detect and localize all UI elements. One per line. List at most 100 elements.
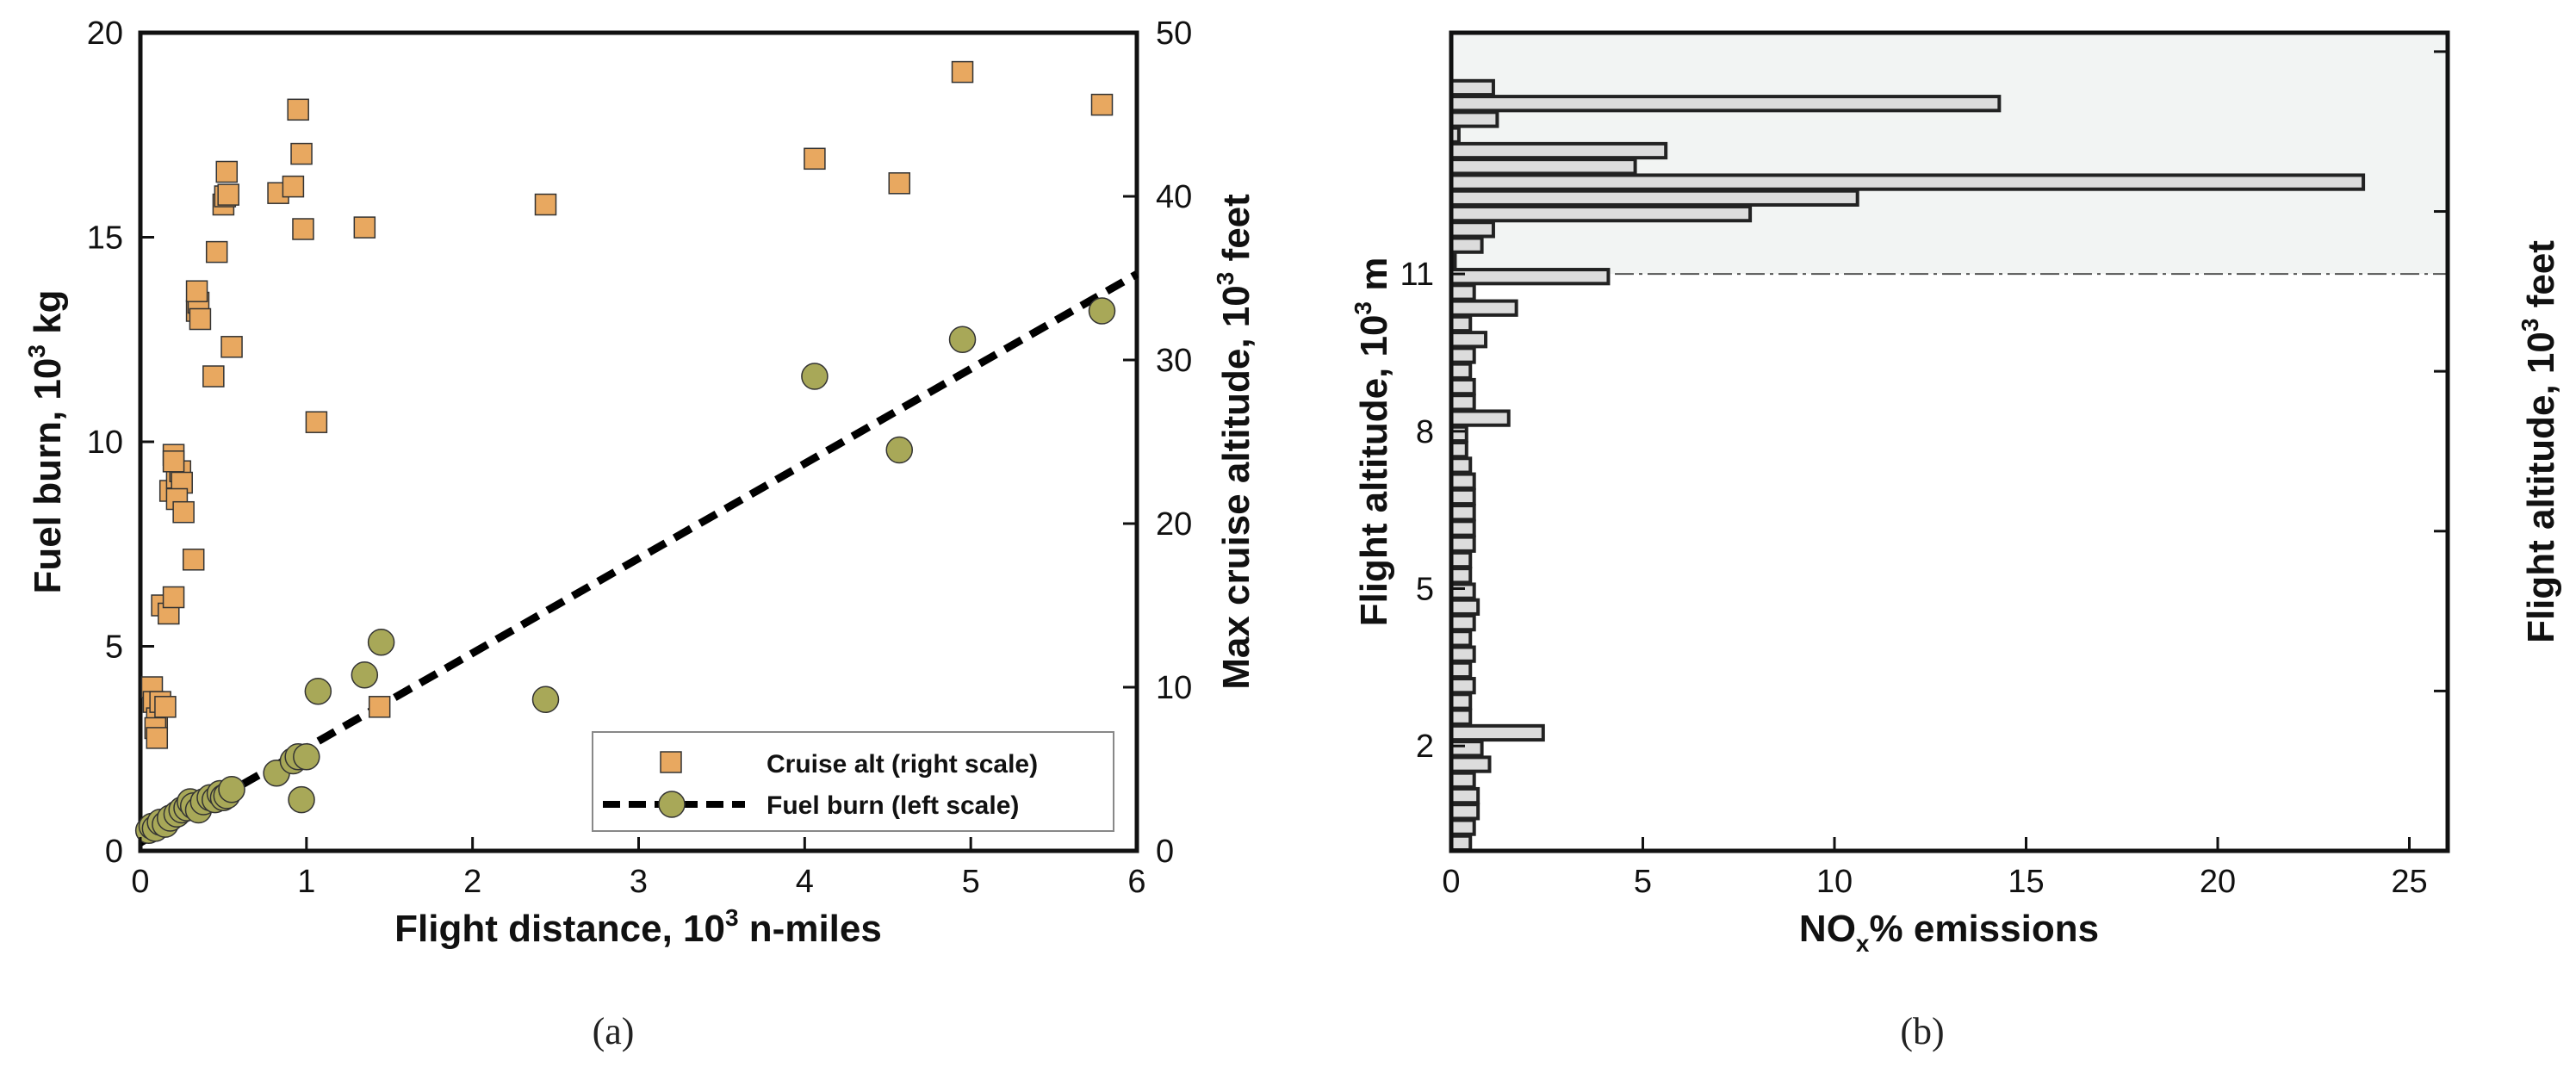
nox-bar xyxy=(1449,456,1473,475)
fuel-burn-point xyxy=(948,326,977,353)
nox-bar xyxy=(1449,346,1476,364)
fuel-burn-point xyxy=(531,685,560,713)
nox-bar xyxy=(1449,818,1476,836)
left-tick-label: 10 xyxy=(87,425,123,461)
nox-bar xyxy=(1449,425,1468,444)
nox-bar xyxy=(1449,141,1668,160)
nox-bar xyxy=(1449,441,1468,459)
x-tick-label: 4 xyxy=(796,864,814,900)
nox-bar xyxy=(1449,708,1473,726)
cruise-alt-point xyxy=(205,240,228,264)
panel-a-legend: Cruise alt (right scale) Fuel burn (left… xyxy=(592,731,1114,832)
panel-b-x-axis-title: NOx% emissions xyxy=(1799,908,2099,957)
cruise-alt-point xyxy=(282,175,305,198)
left-tick-label: 15 xyxy=(87,220,123,257)
nox-bar xyxy=(1449,550,1473,569)
nox-bar xyxy=(1449,582,1476,600)
x-tick-label: 5 xyxy=(1634,864,1652,900)
panel-b-y-ticks: 2 5 8 11 xyxy=(1400,257,1465,765)
cruise-alt-point xyxy=(172,500,195,524)
cruise-alt-point xyxy=(353,216,376,239)
y-tick-label: 2 xyxy=(1416,729,1434,765)
cruise-alt-point xyxy=(146,727,169,749)
x-tick-label: 15 xyxy=(2008,864,2044,900)
panel-b-plot-frame xyxy=(1449,30,2450,853)
nox-bar xyxy=(1449,362,1473,380)
nox-bar xyxy=(1449,268,1611,286)
y-tick-label: 11 xyxy=(1400,257,1434,293)
panel-b-right-ticks xyxy=(2434,50,2448,692)
panel-a-left-axis-title: Fuel burn, 103 kg xyxy=(23,290,69,594)
cruise-alt-point xyxy=(534,193,557,216)
nox-bar xyxy=(1449,173,2366,191)
panel-a: 0 1 2 3 4 5 6 0 5 10 15 20 0 10 20 30 40 50 Cruise alt … xyxy=(23,16,1257,1052)
cruise-alt-point xyxy=(1090,93,1114,116)
nox-bar xyxy=(1449,504,1476,522)
nox-bar xyxy=(1449,567,1473,585)
x-tick-label: 1 xyxy=(297,864,315,900)
nox-bar xyxy=(1449,630,1473,648)
nox-bar xyxy=(1449,803,1480,821)
nox-bar xyxy=(1449,220,1495,239)
panel-a-right-axis-title: Max cruise altitude, 103 feet xyxy=(1212,194,1257,690)
nox-bar xyxy=(1449,204,1753,223)
nox-bar xyxy=(1449,283,1476,301)
nox-bar xyxy=(1449,158,1637,176)
panel-a-left-ticks: 0 5 10 15 20 xyxy=(87,16,154,870)
right-tick-label: 10 xyxy=(1156,670,1192,706)
cruise-alt-point xyxy=(305,411,328,433)
cruise-alt-point xyxy=(215,160,239,183)
legend-cruise-alt-label: Cruise alt (right scale) xyxy=(767,750,1038,779)
nox-bar xyxy=(1449,771,1476,789)
cruise-alt-point xyxy=(162,450,185,473)
nox-bar xyxy=(1449,236,1484,254)
fuel-burn-point xyxy=(218,776,245,803)
fuel-burn-point xyxy=(885,436,913,464)
nox-bar xyxy=(1449,598,1480,616)
cruise-alt-point xyxy=(162,586,185,609)
panel-a-plot-frame xyxy=(138,30,1139,853)
x-tick-label: 20 xyxy=(2200,864,2236,900)
nox-bar xyxy=(1449,834,1473,853)
right-tick-label: 50 xyxy=(1156,16,1192,52)
cruise-alt-point xyxy=(804,147,826,171)
cruise-alt-point xyxy=(368,696,391,718)
x-tick-label: 6 xyxy=(1127,864,1145,900)
nox-bar xyxy=(1449,661,1473,679)
nox-bar xyxy=(1449,740,1484,758)
legend-circle-marker xyxy=(658,791,686,818)
left-tick-label: 5 xyxy=(105,630,123,666)
x-tick-label: 10 xyxy=(1816,864,1853,900)
cruise-alt-point xyxy=(217,183,239,206)
fuel-burn-point xyxy=(351,661,379,689)
cruise-alt-point xyxy=(292,218,314,240)
panel-a-caption: (a) xyxy=(593,1010,635,1052)
nox-bar xyxy=(1449,723,1545,742)
nox-bar xyxy=(1449,314,1473,333)
panel-b-x-ticks: 0 5 10 15 20 25 xyxy=(1442,837,2428,900)
nox-bar xyxy=(1449,677,1476,695)
right-tick-label: 30 xyxy=(1156,343,1192,379)
x-tick-label: 0 xyxy=(1442,864,1460,900)
nox-bar xyxy=(1449,755,1492,773)
y-tick-label: 8 xyxy=(1416,414,1434,450)
legend-square-marker xyxy=(660,751,682,773)
nox-bar xyxy=(1449,95,2002,113)
panel-a-x-ticks: 0 1 2 3 4 5 6 xyxy=(131,837,1146,900)
cruise-alt-point xyxy=(220,336,243,358)
nox-bar xyxy=(1449,299,1518,317)
cruise-alt-point xyxy=(290,142,313,165)
x-tick-label: 3 xyxy=(630,864,648,900)
fuel-burn-point xyxy=(367,629,395,656)
x-tick-label: 25 xyxy=(2391,864,2427,900)
cruise-alt-point xyxy=(888,172,910,195)
cruise-alt-point xyxy=(202,365,225,388)
panel-b-caption: (b) xyxy=(1900,1010,1944,1052)
nox-bar xyxy=(1449,786,1480,805)
cruise-alt-point xyxy=(951,60,974,84)
left-tick-label: 20 xyxy=(87,16,123,52)
nox-bar xyxy=(1449,692,1473,710)
nox-bar xyxy=(1449,472,1476,490)
